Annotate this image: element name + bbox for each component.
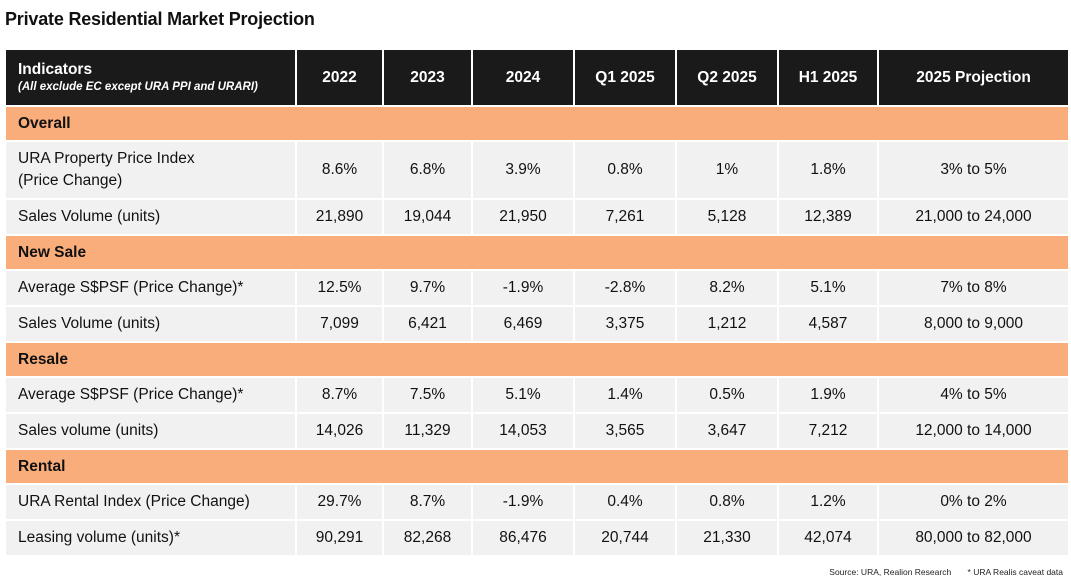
section-label: New Sale [4, 234, 1070, 271]
cell-q1-2025: 20,744 [573, 519, 677, 557]
cell-2024: 5.1% [471, 376, 575, 414]
section-label: Rental [4, 448, 1070, 485]
table-row: Sales Volume (units) 7,099 6,421 6,469 3… [4, 305, 1070, 343]
row-label-line2: (Price Change) [18, 172, 123, 189]
section-row-resale: Resale [4, 341, 1070, 378]
cell-2025-projection: 12,000 to 14,000 [877, 412, 1070, 450]
table-row: URA Property Price Index (Price Change) … [4, 140, 1070, 200]
cell-2023: 8.7% [382, 483, 473, 521]
cell-2025-projection: 21,000 to 24,000 [877, 198, 1070, 236]
row-label: URA Rental Index (Price Change) [4, 483, 297, 521]
cell-2022: 8.7% [295, 376, 384, 414]
caveat-note: * URA Realis caveat data [967, 567, 1063, 577]
cell-2025-projection: 0% to 2% [877, 483, 1070, 521]
cell-q2-2025: 3,647 [675, 412, 779, 450]
cell-q2-2025: 5,128 [675, 198, 779, 236]
section-row-overall: Overall [4, 105, 1070, 142]
cell-q1-2025: 7,261 [573, 198, 677, 236]
section-row-new-sale: New Sale [4, 234, 1070, 271]
cell-2022: 90,291 [295, 519, 384, 557]
cell-2025-projection: 80,000 to 82,000 [877, 519, 1070, 557]
header-indicators-note-text: All exclude EC except URA PPI and URARI [21, 81, 255, 94]
cell-2023: 19,044 [382, 198, 473, 236]
row-label-line1: URA Property Price Index [18, 150, 195, 168]
section-label: Overall [4, 105, 1070, 142]
cell-2022: 12.5% [295, 269, 384, 307]
cell-h1-2025: 1.2% [777, 483, 879, 521]
section-row-rental: Rental [4, 448, 1070, 485]
cell-q2-2025: 1% [675, 140, 779, 200]
cell-2024: 14,053 [471, 412, 575, 450]
cell-h1-2025: 7,212 [777, 412, 879, 450]
cell-2025-projection: 4% to 5% [877, 376, 1070, 414]
cell-h1-2025: 42,074 [777, 519, 879, 557]
cell-q1-2025: 3,565 [573, 412, 677, 450]
cell-q1-2025: 0.8% [573, 140, 677, 200]
cell-2024: 3.9% [471, 140, 575, 200]
row-label: Sales Volume (units) [4, 198, 297, 236]
table-row: Average S$PSF (Price Change)* 8.7% 7.5% … [4, 376, 1070, 414]
cell-q2-2025: 1,212 [675, 305, 779, 343]
cell-h1-2025: 4,587 [777, 305, 879, 343]
footer: Source: URA, Realion Research * URA Real… [815, 567, 1063, 577]
table-row: URA Rental Index (Price Change) 29.7% 8.… [4, 483, 1070, 521]
cell-h1-2025: 5.1% [777, 269, 879, 307]
header-row: Indicators (All exclude EC except URA PP… [4, 48, 1070, 107]
header-col-2025-projection: 2025 Projection [877, 48, 1070, 107]
row-label: Sales Volume (units) [4, 305, 297, 343]
cell-q2-2025: 0.5% [675, 376, 779, 414]
cell-2022: 7,099 [295, 305, 384, 343]
cell-2023: 6,421 [382, 305, 473, 343]
cell-2024: -1.9% [471, 483, 575, 521]
cell-2022: 29.7% [295, 483, 384, 521]
table-row: Sales Volume (units) 21,890 19,044 21,95… [4, 198, 1070, 236]
section-label: Resale [4, 341, 1070, 378]
header-col-q1-2025: Q1 2025 [573, 48, 677, 107]
cell-2025-projection: 3% to 5% [877, 140, 1070, 200]
cell-q1-2025: -2.8% [573, 269, 677, 307]
cell-2023: 11,329 [382, 412, 473, 450]
row-label: Leasing volume (units)* [4, 519, 297, 557]
cell-2025-projection: 8,000 to 9,000 [877, 305, 1070, 343]
cell-2024: 21,950 [471, 198, 575, 236]
cell-2023: 9.7% [382, 269, 473, 307]
cell-h1-2025: 12,389 [777, 198, 879, 236]
cell-2024: 86,476 [471, 519, 575, 557]
header-indicators: Indicators (All exclude EC except URA PP… [4, 48, 297, 107]
header-col-2023: 2023 [382, 48, 473, 107]
cell-2024: 6,469 [471, 305, 575, 343]
row-label: Average S$PSF (Price Change)* [4, 376, 297, 414]
cell-h1-2025: 1.8% [777, 140, 879, 200]
cell-q2-2025: 0.8% [675, 483, 779, 521]
header-indicators-note: (All exclude EC except URA PPI and URARI… [18, 81, 258, 94]
header-col-h1-2025: H1 2025 [777, 48, 879, 107]
row-label: URA Property Price Index (Price Change) [4, 140, 297, 200]
source-note: Source: URA, Realion Research [829, 567, 952, 577]
cell-h1-2025: 1.9% [777, 376, 879, 414]
table-row: Leasing volume (units)* 90,291 82,268 86… [4, 519, 1070, 557]
cell-2023: 6.8% [382, 140, 473, 200]
projection-table: Indicators (All exclude EC except URA PP… [4, 48, 1070, 557]
header-col-q2-2025: Q2 2025 [675, 48, 779, 107]
header-col-2024: 2024 [471, 48, 575, 107]
cell-2022: 14,026 [295, 412, 384, 450]
page-title: Private Residential Market Projection [5, 9, 315, 29]
row-label: Sales volume (units) [4, 412, 297, 450]
cell-q2-2025: 21,330 [675, 519, 779, 557]
cell-q1-2025: 3,375 [573, 305, 677, 343]
cell-q2-2025: 8.2% [675, 269, 779, 307]
cell-2023: 7.5% [382, 376, 473, 414]
cell-2023: 82,268 [382, 519, 473, 557]
cell-2024: -1.9% [471, 269, 575, 307]
cell-q1-2025: 1.4% [573, 376, 677, 414]
table-row: Sales volume (units) 14,026 11,329 14,05… [4, 412, 1070, 450]
cell-2022: 21,890 [295, 198, 384, 236]
cell-2022: 8.6% [295, 140, 384, 200]
table-row: Average S$PSF (Price Change)* 12.5% 9.7%… [4, 269, 1070, 307]
cell-2025-projection: 7% to 8% [877, 269, 1070, 307]
header-indicators-label: Indicators [18, 60, 93, 78]
cell-q1-2025: 0.4% [573, 483, 677, 521]
header-col-2022: 2022 [295, 48, 384, 107]
row-label: Average S$PSF (Price Change)* [4, 269, 297, 307]
